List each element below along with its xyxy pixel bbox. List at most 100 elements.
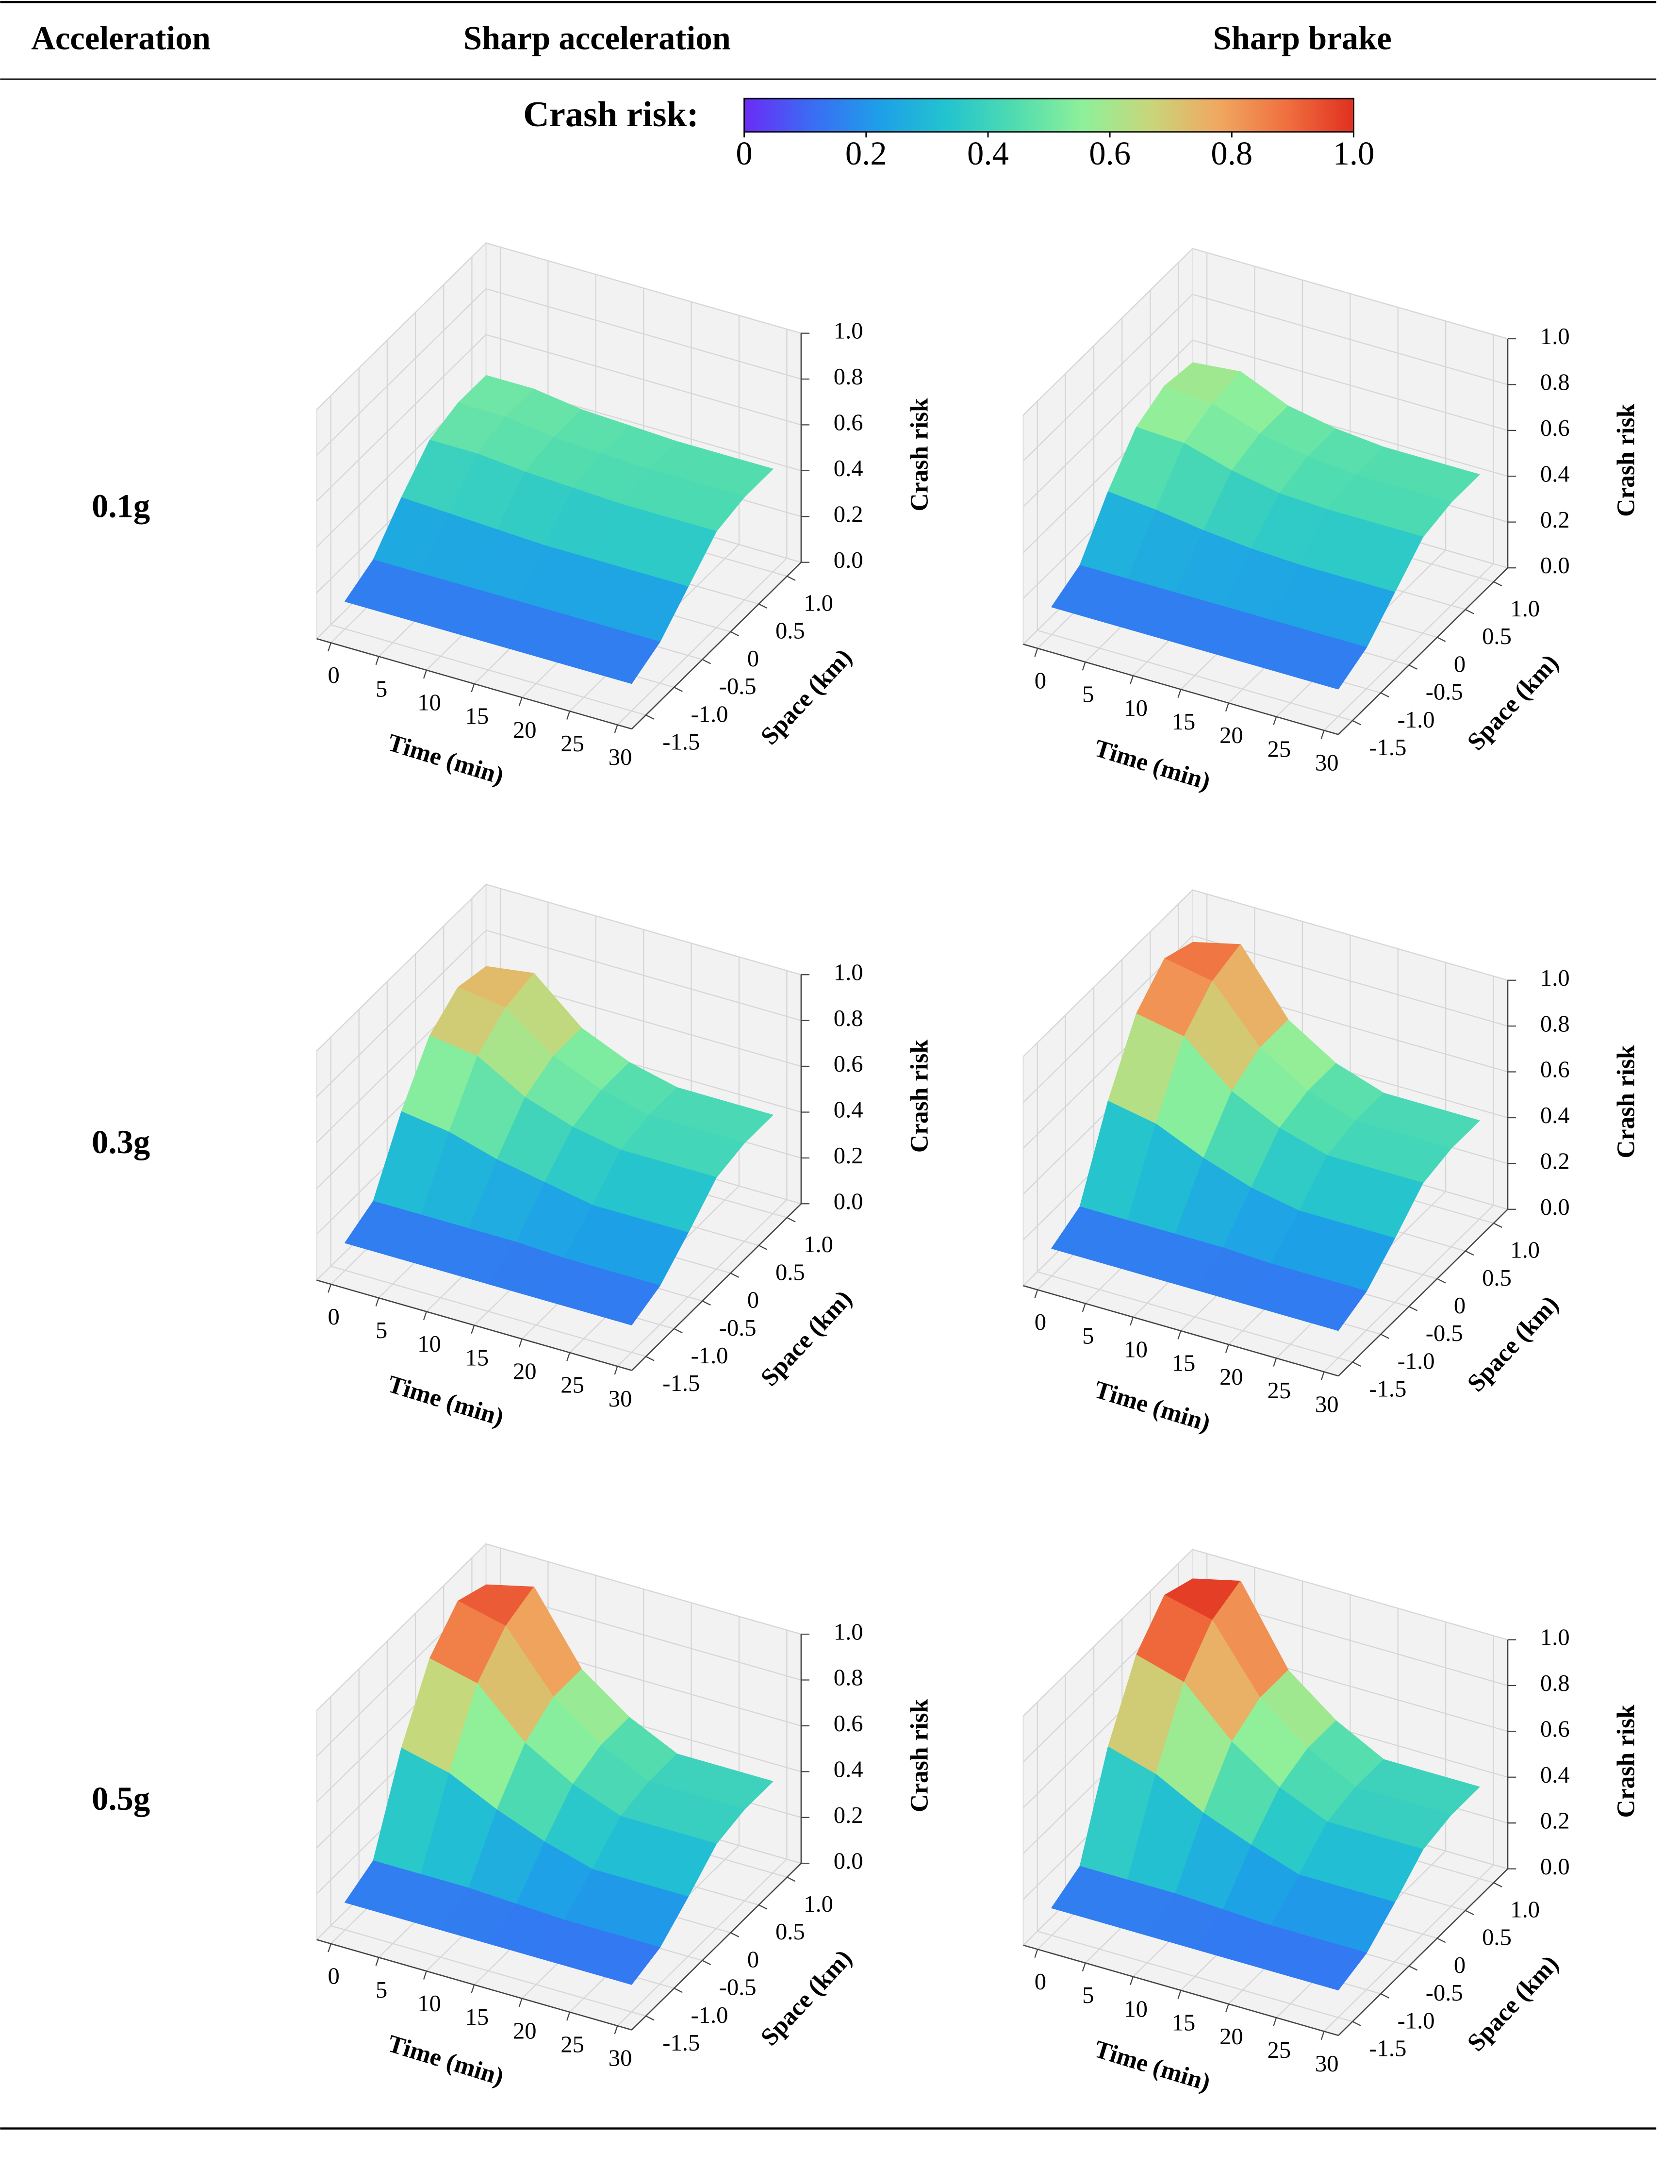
x-axis-label: Time (min) <box>384 2030 507 2091</box>
x-tick <box>1034 1290 1038 1299</box>
z-tick-label: 0.8 <box>834 1005 863 1031</box>
x-tick <box>1320 730 1325 739</box>
y-tick <box>787 1876 796 1882</box>
y-tick-label: -1.0 <box>691 701 728 727</box>
y-tick <box>758 1245 768 1250</box>
x-tick <box>328 1284 332 1293</box>
x-tick <box>328 1943 332 1952</box>
x-tick <box>423 1970 427 1980</box>
z-tick-label: 0.8 <box>834 1665 863 1691</box>
colorbar-tick-label: 0.2 <box>845 135 887 172</box>
grid-line <box>486 334 802 426</box>
surface-face <box>1290 1277 1367 1331</box>
grid-line <box>617 1858 788 2026</box>
x-tick-label: 25 <box>1268 736 1291 762</box>
x-tick <box>471 1985 475 1994</box>
x-tick-label: 30 <box>609 744 632 770</box>
x-tick-label: 30 <box>1315 750 1339 776</box>
grid-line <box>1192 1549 1508 1640</box>
grid-line <box>1323 1864 1494 2032</box>
grid-line <box>1192 889 1508 981</box>
column-header: Sharp acceleration <box>463 20 731 57</box>
x-tick-label: 10 <box>417 689 441 715</box>
surface-plot: 051015202530-1.5-1.0-0.500.51.00.00.20.4… <box>1022 889 1640 1437</box>
x-tick-label: 5 <box>376 1317 387 1343</box>
x-tick-label: 0 <box>328 1304 340 1330</box>
z-tick-label: 0.2 <box>1540 507 1570 533</box>
grid-line <box>486 929 802 1021</box>
z-tick-label: 0.0 <box>834 547 863 573</box>
x-tick <box>614 2025 618 2035</box>
z-tick-label: 0.6 <box>1540 1057 1570 1083</box>
x-tick-label: 10 <box>417 1990 441 2017</box>
z-tick-label: 0.6 <box>1540 1716 1570 1742</box>
z-tick-label: 1.0 <box>834 1619 863 1645</box>
y-tick <box>1408 1965 1418 1971</box>
x-tick-label: 30 <box>609 2045 632 2071</box>
x-tick-label: 20 <box>1219 2023 1243 2050</box>
y-tick-label: 0.5 <box>1482 1265 1512 1291</box>
x-tick <box>328 643 332 651</box>
surface-plot: 051015202530-1.5-1.0-0.500.51.00.00.20.4… <box>315 883 934 1432</box>
x-tick-label: 10 <box>1124 695 1148 721</box>
z-tick-label: 1.0 <box>834 959 863 985</box>
y-tick-label: 1.0 <box>1510 1237 1540 1263</box>
y-tick <box>1352 2021 1361 2026</box>
surface-plot: 051015202530-1.5-1.0-0.500.51.00.00.20.4… <box>1022 1548 1640 2097</box>
x-tick-label: 5 <box>376 676 387 702</box>
grid-line <box>316 288 487 456</box>
colorbar-label: Crash risk: <box>523 95 699 134</box>
surface-face <box>1290 1939 1367 1991</box>
column-header: Sharp brake <box>1213 20 1392 57</box>
z-tick-label: 0.4 <box>1540 1762 1570 1788</box>
x-tick-label: 20 <box>513 717 537 743</box>
x-tick-label: 0 <box>328 662 340 688</box>
y-tick-label: -0.5 <box>719 1974 757 2001</box>
z-tick-label: 0.2 <box>834 1802 863 1828</box>
grid-line <box>486 884 802 976</box>
y-tick-label: 0 <box>1454 1292 1466 1319</box>
grid-line <box>1022 294 1193 462</box>
x-tick-label: 15 <box>1172 1350 1196 1376</box>
x-tick-label: 30 <box>1315 2051 1339 2077</box>
colorbar-tick-label: 0.4 <box>967 135 1009 172</box>
grid-line <box>1323 563 1494 731</box>
y-tick-label: 0.5 <box>775 1259 805 1285</box>
colorbar-tick-label: 0.8 <box>1211 135 1252 172</box>
surface-plot: 051015202530-1.5-1.0-0.500.51.00.00.20.4… <box>1022 247 1640 795</box>
y-tick <box>1465 1910 1474 1916</box>
x-tick <box>1177 1990 1182 1999</box>
z-tick-label: 0.2 <box>1540 1807 1570 1834</box>
x-tick <box>423 1311 427 1320</box>
x-tick <box>1082 1963 1086 1972</box>
colorbar-tick-label: 0 <box>736 135 752 172</box>
z-tick-label: 0.8 <box>834 364 863 390</box>
colorbar-tick-label: 1.0 <box>1333 135 1375 172</box>
x-tick <box>1130 1976 1134 1985</box>
x-tick <box>1273 1358 1277 1367</box>
z-tick-label: 1.0 <box>1540 323 1570 349</box>
x-tick-label: 5 <box>1082 1323 1094 1349</box>
grid-line <box>486 242 802 334</box>
grid-line <box>1022 889 1193 1057</box>
y-tick <box>1493 1882 1502 1887</box>
y-tick-label: -1.0 <box>691 1342 728 1369</box>
x-tick-label: 15 <box>1172 2010 1196 2036</box>
x-tick-label: 10 <box>1124 1996 1148 2022</box>
y-tick-label: -1.0 <box>691 2002 728 2028</box>
axis-line <box>1338 1868 1508 2036</box>
x-axis-label: Time (min) <box>384 1370 507 1432</box>
x-tick-label: 5 <box>376 1977 387 2003</box>
axis-line <box>631 1863 802 2031</box>
x-tick <box>375 656 379 665</box>
x-tick-label: 25 <box>560 730 584 757</box>
y-tick <box>787 576 796 581</box>
y-tick <box>1380 1993 1389 1999</box>
z-axis-label: Crash risk <box>906 1040 934 1153</box>
x-tick <box>1320 1372 1325 1381</box>
y-tick <box>674 1328 683 1334</box>
x-tick <box>566 2012 571 2021</box>
z-tick-label: 0.4 <box>834 1756 863 1783</box>
x-tick-label: 20 <box>1219 1364 1243 1390</box>
